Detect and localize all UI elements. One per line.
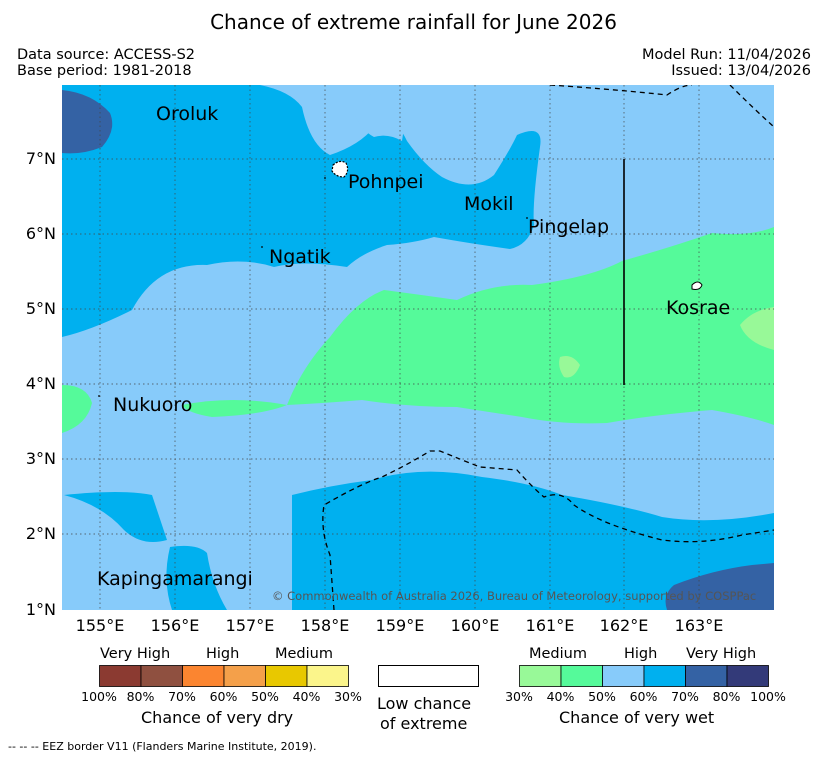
- dry-swatch: [306, 665, 349, 687]
- wet-percent-label: 100%: [750, 689, 786, 704]
- wet-colorbar: [519, 665, 769, 687]
- lon-tick-label: 160°E: [450, 616, 500, 635]
- wet-40-50-west-region: [62, 385, 92, 433]
- graticule: [62, 85, 774, 610]
- base-period: Base period: 1981-2018: [17, 63, 192, 79]
- dry-swatch: [182, 665, 225, 687]
- place-kosrae: Kosrae: [666, 297, 731, 319]
- wet-caption: Chance of very wet: [559, 708, 715, 727]
- lon-tick-label: 161°E: [525, 616, 575, 635]
- wet-high-label: High: [624, 646, 658, 662]
- model-run: Model Run: 11/04/2026: [641, 47, 811, 63]
- dry-percent-label: 50%: [251, 689, 279, 704]
- dry-caption: Chance of very dry: [141, 708, 294, 727]
- ngatik-island: [261, 246, 263, 248]
- wet-60-70-south-region: [292, 471, 774, 610]
- low-chance-caption-1: Low chance: [377, 694, 472, 713]
- lat-tick-label: 5°N: [25, 299, 56, 318]
- lat-tick-label: 2°N: [25, 524, 56, 543]
- wet-30-40-patch-center: [559, 356, 580, 378]
- wet-60-70-north-region: [62, 85, 541, 337]
- dry-swatch: [265, 665, 308, 687]
- wet-medium-label: Medium: [529, 646, 587, 662]
- dry-medium-label: Medium: [275, 646, 333, 662]
- wet-percent-label: 60%: [629, 689, 658, 704]
- wet-30-40-patch-east: [740, 307, 774, 350]
- low-chance-caption-2: of extreme: [380, 714, 468, 733]
- wet-swatch: [519, 665, 562, 687]
- wet-swatch: [726, 665, 769, 687]
- place-pingelap: Pingelap: [528, 216, 610, 238]
- dry-percent-label: 80%: [126, 689, 155, 704]
- copyright-note: © Commonwealth of Australia 2026, Bureau…: [272, 589, 757, 603]
- lon-tick-label: 157°E: [225, 616, 275, 635]
- issued-date: Issued: 13/04/2026: [671, 63, 811, 79]
- lat-tick-label: 3°N: [25, 449, 56, 468]
- wet-60-70-southwest-lower-region: [166, 545, 227, 610]
- lat-tick-label: 4°N: [25, 374, 56, 393]
- lon-tick-label: 155°E: [75, 616, 125, 635]
- data-source: Data source: ACCESS-S2: [17, 47, 196, 63]
- lon-tick-label: 156°E: [150, 616, 200, 635]
- lon-tick-label: 163°E: [674, 616, 724, 635]
- nukuoro-island: [98, 395, 100, 397]
- wet-swatch: [602, 665, 645, 687]
- dry-percent-label: 70%: [168, 689, 196, 704]
- lat-tick-label: 1°N: [25, 600, 56, 619]
- eez-border: [322, 85, 774, 610]
- lon-tick-label: 162°E: [599, 616, 649, 635]
- dry-percent-label: 40%: [292, 689, 321, 704]
- wet-percent-label: 50%: [588, 689, 616, 704]
- kosrae-island: [691, 281, 703, 290]
- wet-swatch: [643, 665, 686, 687]
- lat-tick-label: 6°N: [25, 224, 56, 243]
- lat-tick-label: 7°N: [25, 149, 56, 168]
- dry-high-label: High: [206, 646, 240, 662]
- wet-swatch: [685, 665, 728, 687]
- eez-footnote: -- -- -- EEZ border V11 (Flanders Marine…: [8, 740, 317, 753]
- rainfall-map: [62, 85, 774, 610]
- lon-tick-label: 159°E: [375, 616, 425, 635]
- wet-very-high-label: Very High: [686, 646, 757, 662]
- wet-percent-label: 40%: [546, 689, 575, 704]
- place-kapingamarangi: Kapingamarangi: [97, 568, 253, 590]
- pingelap-island: [526, 217, 528, 219]
- low-chance-swatch: [378, 665, 479, 687]
- dry-percent-label: 60%: [209, 689, 238, 704]
- wet-swatch: [560, 665, 603, 687]
- pohnpei-island: [331, 160, 349, 178]
- map-title: Chance of extreme rainfall for June 2026: [210, 10, 617, 34]
- dry-swatch: [99, 665, 142, 687]
- place-pohnpei: Pohnpei: [348, 171, 424, 193]
- place-mokil: Mokil: [464, 193, 514, 215]
- dry-percent-label: 30%: [334, 689, 362, 704]
- place-ngatik: Ngatik: [269, 246, 331, 268]
- wet-percent-label: 80%: [712, 689, 741, 704]
- dry-percent-label: 100%: [81, 689, 117, 704]
- wet-70-80-southeast-region: [665, 563, 774, 610]
- wet-40-50-band: [287, 227, 774, 425]
- wet-60-70-southwest-region: [64, 492, 167, 543]
- wet-40-50-tongue-region: [182, 400, 287, 417]
- lon-tick-label: 158°E: [300, 616, 350, 635]
- place-nukuoro: Nukuoro: [113, 394, 193, 416]
- dry-very-high-label: Very High: [100, 646, 171, 662]
- wet-50-60-pocket: [354, 89, 404, 141]
- wet-percent-label: 70%: [671, 689, 699, 704]
- dry-swatch: [140, 665, 183, 687]
- dry-colorbar: [99, 665, 349, 687]
- wet-percent-label: 30%: [505, 689, 533, 704]
- place-oroluk: Oroluk: [156, 103, 219, 125]
- dry-swatch: [223, 665, 266, 687]
- island-dot: [324, 177, 326, 179]
- wet-70-80-northwest-region: [62, 90, 113, 154]
